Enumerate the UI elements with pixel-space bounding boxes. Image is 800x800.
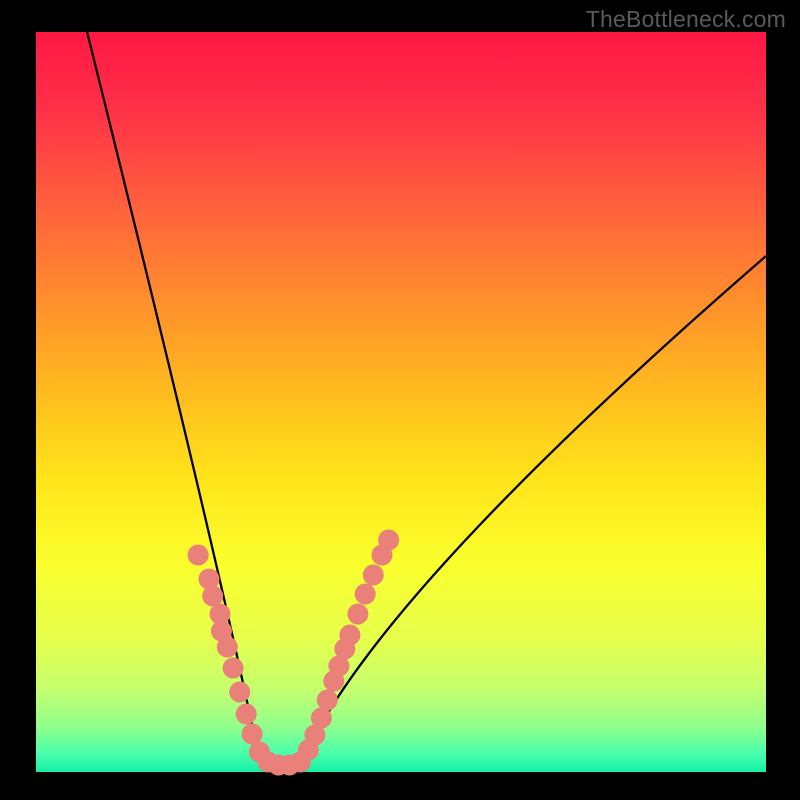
marker-dot xyxy=(363,565,384,586)
marker-dot xyxy=(217,637,238,658)
marker-dot xyxy=(355,584,376,605)
marker-dot xyxy=(202,586,223,607)
marker-dot xyxy=(317,690,338,711)
marker-dot xyxy=(188,545,209,566)
marker-dot xyxy=(229,682,250,703)
marker-dot xyxy=(339,625,360,646)
marker-dot xyxy=(223,658,244,679)
marker-dot xyxy=(236,704,257,725)
plot-background xyxy=(36,32,766,772)
watermark-text: TheBottleneck.com xyxy=(586,6,786,33)
marker-dot xyxy=(347,604,368,625)
chart-stage: TheBottleneck.com xyxy=(0,0,800,800)
chart-svg xyxy=(0,0,800,800)
marker-dot xyxy=(378,530,399,551)
marker-dot xyxy=(311,708,332,729)
marker-dot xyxy=(242,724,263,745)
